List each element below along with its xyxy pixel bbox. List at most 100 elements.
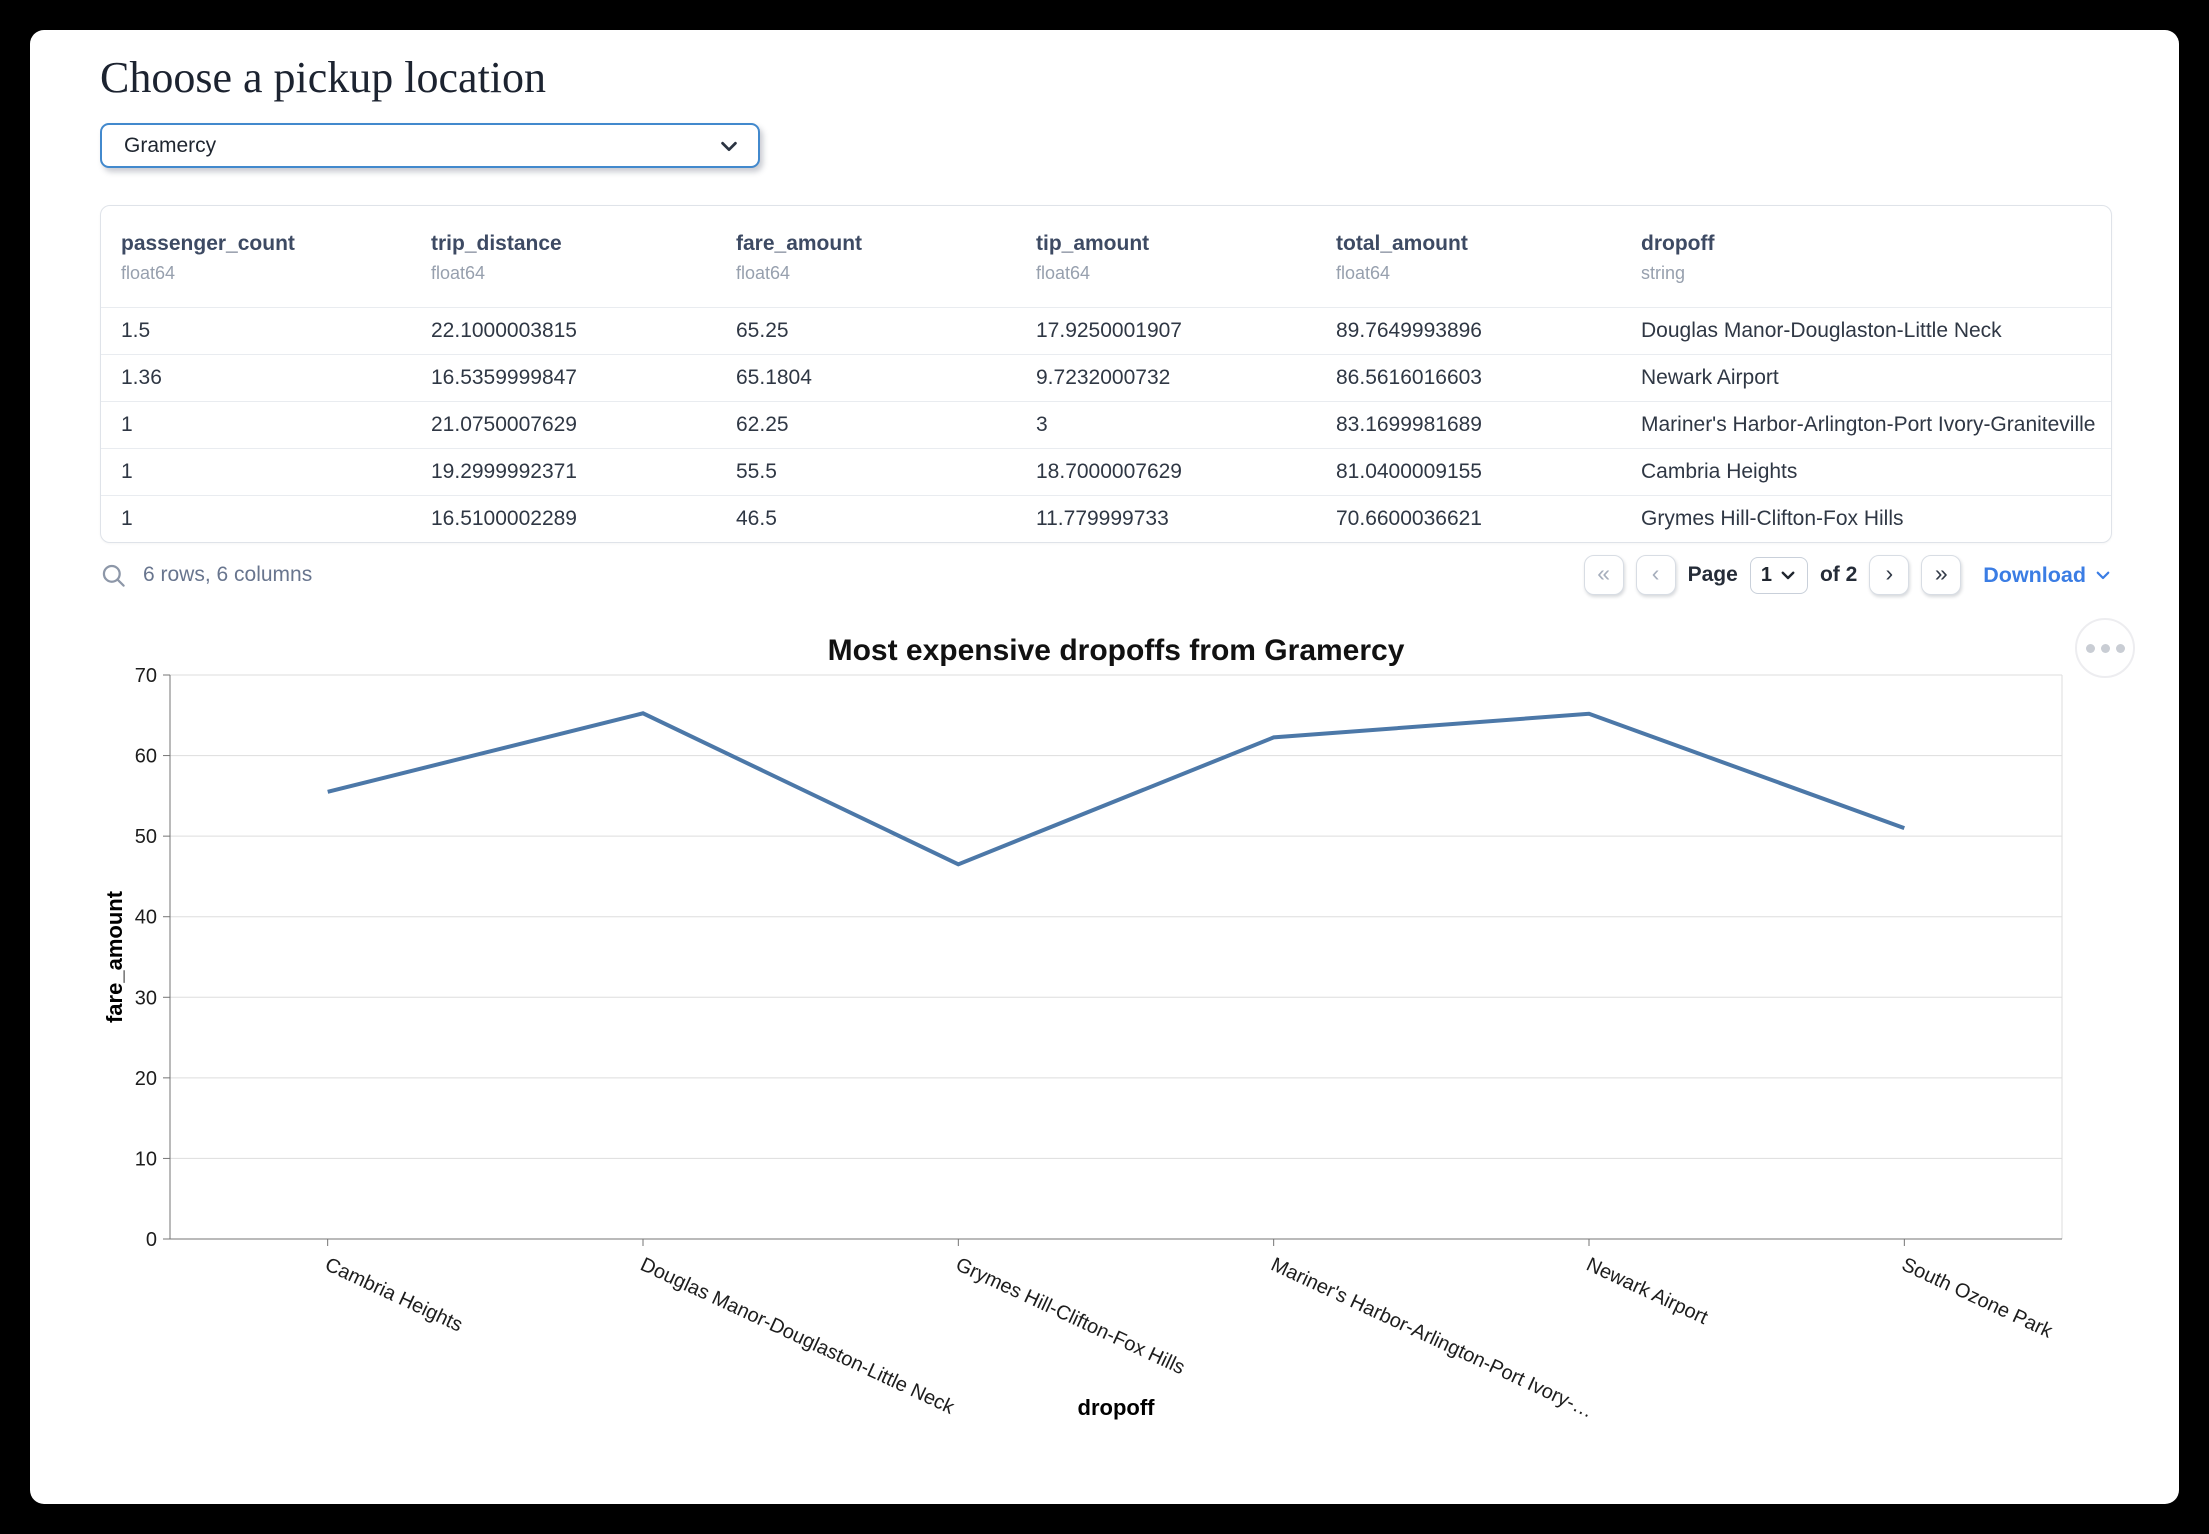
table-cell: 21.0750007629 <box>431 413 577 436</box>
table-cell: 18.7000007629 <box>1036 460 1182 483</box>
table-cell: 65.25 <box>736 319 789 342</box>
fare-line <box>327 711 1905 867</box>
table-row: 1 21.0750007629 62.25 3 83.1699981689 Mariner… <box>101 401 2111 448</box>
table-row: 1 16.5100002289 46.5 11.779999733 70.6600036… <box>101 495 2111 542</box>
table-cell: 11.779999733 <box>1036 507 1169 530</box>
table-cell: 1 <box>121 460 133 483</box>
table-cell: 86.5616016603 <box>1336 366 1482 389</box>
table-cell: 19.2999992371 <box>431 460 577 483</box>
x-tick-label: Newark Airport <box>1583 1254 1712 1330</box>
column-header[interactable]: dropoff string <box>1621 232 2111 283</box>
ellipsis-icon <box>2100 643 2110 653</box>
x-tick-label: Douglas Manor-Douglaston-Little Neck <box>637 1254 959 1420</box>
x-tick-label: Grymes Hill-Clifton-Fox Hills <box>952 1254 1188 1380</box>
search-icon[interactable] <box>100 562 127 589</box>
column-type: string <box>1641 263 1686 283</box>
column-type: float64 <box>431 263 486 283</box>
y-tick-label: 30 <box>135 987 157 1009</box>
table-cell: 83.1699981689 <box>1336 413 1482 436</box>
column-name: trip_distance <box>431 232 562 255</box>
table-summary-area: 6 rows, 6 columns <box>100 562 312 589</box>
x-axis-title: dropoff <box>1078 1395 1156 1420</box>
chevron-down-icon <box>2096 571 2110 580</box>
y-tick-label: 10 <box>135 1148 157 1170</box>
column-header[interactable]: passenger_count float64 <box>101 232 411 283</box>
table-cell: Grymes Hill-Clifton-Fox Hills <box>1641 507 1904 530</box>
chevron-down-icon <box>1781 571 1795 580</box>
table-cell: 55.5 <box>736 460 777 483</box>
y-tick-label: 0 <box>146 1229 157 1251</box>
ellipsis-icon <box>2115 643 2125 653</box>
first-page-button[interactable]: « <box>1583 555 1624 595</box>
column-name: total_amount <box>1336 232 1468 255</box>
chart-title: Most expensive dropoffs from Gramercy <box>827 634 1405 667</box>
column-name: fare_amount <box>736 232 863 255</box>
table-footer: 6 rows, 6 columns « ‹ Page 1 of 2 › » Do… <box>100 554 2112 596</box>
table-cell: 1.36 <box>121 366 162 389</box>
column-header[interactable]: total_amount float64 <box>1316 232 1621 283</box>
table-cell: 70.6600036621 <box>1336 507 1482 530</box>
column-type: float64 <box>1036 263 1091 283</box>
table-cell: 22.1000003815 <box>431 319 577 342</box>
table-cell: Cambria Heights <box>1641 460 1798 483</box>
x-tick-label: Mariner's Harbor-Arlington-Port Ivory-… <box>1268 1254 1597 1423</box>
last-page-button[interactable]: » <box>1921 555 1962 595</box>
table-cell: 16.5359999847 <box>431 366 577 389</box>
previous-page-button[interactable]: ‹ <box>1635 555 1676 595</box>
y-axis-title: fare_amount <box>102 890 127 1023</box>
table-row: 1.5 22.1000003815 65.25 17.9250001907 89.764… <box>101 307 2111 354</box>
table-cell: 1 <box>121 507 133 530</box>
column-name: dropoff <box>1641 232 1715 255</box>
column-name: passenger_count <box>121 232 295 255</box>
table-cell: 17.9250001907 <box>1036 319 1182 342</box>
table-cell: 65.1804 <box>736 366 812 389</box>
table-cell: 89.7649993896 <box>1336 319 1482 342</box>
fare-chart: 0 10 20 30 40 50 60 70 Cambria Heights Douglas Ma… <box>102 665 2063 1423</box>
pagination: « ‹ Page 1 of 2 › » Download <box>1583 555 2112 595</box>
y-tick-label: 20 <box>135 1068 157 1090</box>
page-total: of 2 <box>1819 563 1858 586</box>
column-type: float64 <box>736 263 791 283</box>
x-tick-label: South Ozone Park <box>1898 1254 2056 1343</box>
pickup-location-select[interactable]: Gramercy <box>100 123 760 168</box>
table-cell: 46.5 <box>736 507 777 530</box>
y-tick-label: 60 <box>135 746 157 768</box>
app-card: Choose a pickup location Gramercy passen… <box>30 30 2179 1504</box>
table-cell: 16.5100002289 <box>431 507 577 530</box>
chevron-down-icon <box>721 141 737 151</box>
column-header[interactable]: tip_amount float64 <box>1016 232 1316 283</box>
row-count-summary: 6 rows, 6 columns <box>143 563 313 586</box>
table-cell: 1 <box>121 413 133 436</box>
download-label: Download <box>1983 562 2086 587</box>
chart-options-button[interactable] <box>2075 618 2135 678</box>
table-cell: 9.7232000732 <box>1036 366 1171 389</box>
table-body: 1.5 22.1000003815 65.25 17.9250001907 89.764… <box>101 307 2111 542</box>
column-header[interactable]: trip_distance float64 <box>411 232 716 283</box>
table-cell: 62.25 <box>736 413 789 436</box>
page-number-select[interactable]: 1 <box>1749 556 1808 594</box>
page-title: Choose a pickup location <box>100 53 547 102</box>
column-type: float64 <box>121 263 176 283</box>
page-label: Page <box>1687 563 1738 586</box>
table-cell: 3 <box>1036 413 1048 436</box>
table-cell: 81.0400009155 <box>1336 460 1482 483</box>
table-row: 1 19.2999992371 55.5 18.7000007629 81.040000… <box>101 448 2111 495</box>
table-cell: Newark Airport <box>1641 366 1779 389</box>
x-tick-label: Cambria Heights <box>322 1254 466 1337</box>
table-cell: Douglas Manor-Douglaston-Little Neck <box>1641 319 2002 342</box>
page-number-value: 1 <box>1760 563 1772 586</box>
y-tick-label: 40 <box>135 907 157 929</box>
ellipsis-icon <box>2085 643 2095 653</box>
next-page-button[interactable]: › <box>1869 555 1910 595</box>
table-cell: Mariner's Harbor-Arlington-Port Ivory-Gr… <box>1641 413 2096 436</box>
download-button[interactable]: Download <box>1983 563 2112 588</box>
column-name: tip_amount <box>1036 232 1150 255</box>
column-type: float64 <box>1336 263 1391 283</box>
table-row: 1.36 16.5359999847 65.1804 9.7232000732 86.5… <box>101 354 2111 401</box>
y-tick-label: 50 <box>135 826 157 848</box>
table-cell: 1.5 <box>121 319 151 342</box>
column-header[interactable]: fare_amount float64 <box>716 232 1016 283</box>
y-tick-label: 70 <box>135 665 157 687</box>
